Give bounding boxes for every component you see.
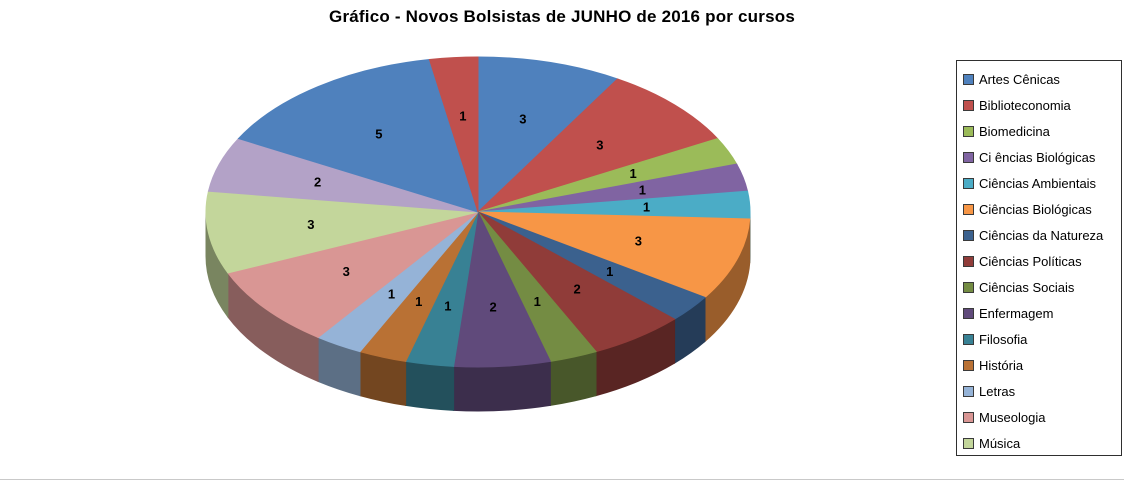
legend-item[interactable]: História xyxy=(963,352,1121,378)
legend-color-swatch xyxy=(963,307,974,319)
slice-value-label: 2 xyxy=(489,300,496,315)
legend-item[interactable]: Ciências Políticas xyxy=(963,248,1121,274)
legend-item-label: Filosofia xyxy=(979,331,1028,347)
bottom-divider xyxy=(0,479,1124,480)
legend-color-swatch xyxy=(963,385,974,397)
legend-item[interactable]: Música xyxy=(963,430,1121,455)
legend-item-label: Letras xyxy=(979,383,1016,399)
pie-slice[interactable] xyxy=(227,211,479,338)
legend-color-swatch xyxy=(963,281,974,293)
slice-value-label: 3 xyxy=(307,217,314,232)
legend-item-label: Museologia xyxy=(979,409,1046,425)
legend-color-swatch xyxy=(963,333,974,345)
pie-slice[interactable] xyxy=(205,190,479,274)
slice-value-label: 1 xyxy=(606,264,613,279)
legend-item-label: Ciências Biológicas xyxy=(979,201,1092,217)
slice-value-label: 3 xyxy=(596,138,603,153)
slice-value-label: 3 xyxy=(519,111,526,126)
legend-item-label: Ciências Ambientais xyxy=(979,175,1097,191)
slice-value-label: 1 xyxy=(415,294,422,309)
legend-item[interactable]: Ci ências Biológicas xyxy=(963,144,1121,170)
legend-item-label: Biomedicina xyxy=(979,123,1050,139)
legend-item-label: Artes Cênicas xyxy=(979,71,1060,87)
legend-item[interactable]: Ciências Sociais xyxy=(963,274,1121,300)
legend-color-swatch xyxy=(963,125,974,137)
pie-slice[interactable] xyxy=(428,56,479,213)
pie-slice[interactable] xyxy=(477,56,619,214)
legend-color-swatch xyxy=(963,151,974,163)
legend-item[interactable]: Filosofia xyxy=(963,326,1121,352)
slice-value-label: 5 xyxy=(375,126,382,141)
slice-value-label: 3 xyxy=(635,234,642,249)
legend-item-label: Ciências da Natureza xyxy=(979,227,1104,243)
legend-color-swatch xyxy=(963,437,974,449)
legend-items: Artes Cênicas Biblioteconomia Biomedicina C… xyxy=(963,66,1121,455)
legend-color-swatch xyxy=(963,177,974,189)
legend-color-swatch xyxy=(963,73,974,85)
slice-value-label: 3 xyxy=(343,264,350,279)
pie-slice-side xyxy=(405,360,455,411)
legend-item[interactable]: Museologia xyxy=(963,404,1121,430)
legend-item[interactable]: Artes Cênicas xyxy=(963,66,1121,92)
legend-color-swatch xyxy=(963,203,974,215)
slice-value-label: 2 xyxy=(314,174,321,189)
legend-color-swatch xyxy=(963,359,974,371)
slice-value-label: 1 xyxy=(388,287,395,302)
slice-value-label: 1 xyxy=(643,200,650,215)
pie-slice[interactable] xyxy=(237,58,479,213)
legend-item[interactable]: Biomedicina xyxy=(963,118,1121,144)
legend-item-label: Biblioteconomia xyxy=(979,97,1071,113)
legend-item[interactable]: Ciências Ambientais xyxy=(963,170,1121,196)
slice-value-label: 1 xyxy=(459,108,466,123)
pie-slice[interactable] xyxy=(477,211,751,298)
legend-item-label: Enfermagem xyxy=(979,305,1054,321)
slice-value-label: 1 xyxy=(639,183,646,198)
slice-value-label: 1 xyxy=(444,299,451,314)
legend-item-label: História xyxy=(979,357,1024,373)
legend-item-label: Ci ências Biológicas xyxy=(979,149,1096,165)
pie-slice[interactable] xyxy=(477,78,719,213)
legend-color-swatch xyxy=(963,229,974,241)
legend-color-swatch xyxy=(963,99,974,111)
legend-item-label: Ciências Políticas xyxy=(979,253,1082,269)
legend-item-label: Música xyxy=(979,435,1021,451)
legend-item[interactable]: Enfermagem xyxy=(963,300,1121,326)
legend-color-swatch xyxy=(963,411,974,423)
legend-item-label: Ciências Sociais xyxy=(979,279,1075,295)
legend-item[interactable]: Ciências da Natureza xyxy=(963,222,1121,248)
slice-value-label: 1 xyxy=(629,166,636,181)
chart-title: Gráfico - Novos Bolsistas de JUNHO de 20… xyxy=(329,7,795,26)
slice-value-label: 1 xyxy=(534,294,541,309)
legend-item[interactable]: Biblioteconomia xyxy=(963,92,1121,118)
legend-color-swatch xyxy=(963,255,974,267)
legend-item[interactable]: Ciências Biológicas xyxy=(963,196,1121,222)
chart-legend[interactable]: Artes Cênicas Biblioteconomia Biomedicina C… xyxy=(956,60,1122,456)
legend-item[interactable]: Letras xyxy=(963,378,1121,404)
slice-value-label: 2 xyxy=(573,282,580,297)
pie-slice-side xyxy=(453,360,551,412)
